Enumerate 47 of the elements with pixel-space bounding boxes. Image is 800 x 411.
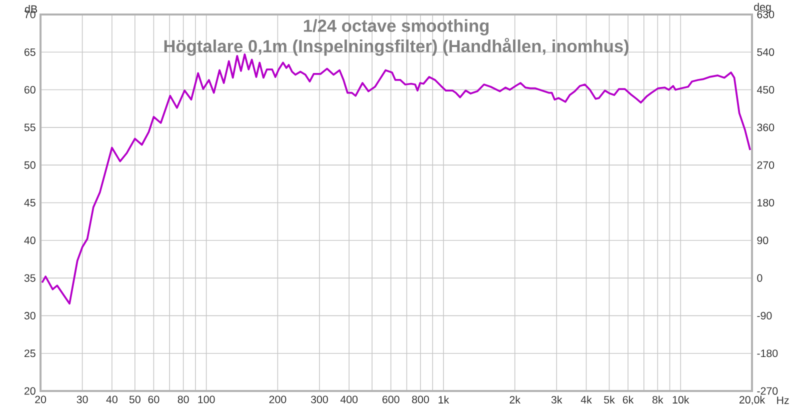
x-tick-label: 50 [129,396,140,404]
y2-tick-label: -270 [757,387,778,395]
x-tick-label: 20 [35,396,46,404]
x-axis-title: Hz [777,396,789,404]
x-tick-label: 10k [672,396,690,404]
x-tick-label: 4k [580,396,592,404]
y-axis-title: dB [24,5,38,13]
x-tick-label: 2k [510,396,520,404]
y2-tick-label: 450 [756,86,774,94]
y2-tick-label: 360 [757,124,774,132]
y2-tick-label: 540 [757,48,774,56]
y2-tick-label: 180 [758,198,774,207]
x-tick-label: 600 [382,396,400,404]
x-tick-label: 8k [652,396,664,404]
y-tick-label: 55 [24,124,36,132]
y2-tick-label: 0 [757,274,762,282]
y-tick-label: 50 [24,161,36,169]
y2-tick-label: -180 [757,350,778,358]
x-tick-label: 20,0k [740,396,766,405]
x-tick-label: 200 [269,396,286,404]
x-tick-label: 400 [340,396,358,404]
y2-tick-label: -90 [757,312,772,320]
x-tick-label: 300 [310,396,328,404]
y-tick-label: 45 [24,199,36,206]
y-tick-label: 40 [24,236,36,244]
y-tick-label: 65 [24,48,36,56]
text: Högtalare 0,1m (Inspelningsfilter) (Handhållen, inomhus) [164,38,628,56]
y2-tick-label: 270 [757,161,774,169]
x-tick-label: 3k [551,396,562,404]
y-tick-label: 60 [24,86,36,94]
x-tick-label: 6k [622,396,634,404]
chart-title: 1/24 octave smoothing [304,19,489,36]
y-tick-label: 20 [24,387,36,395]
x-tick-label: 5k [604,396,615,404]
x-tick-label: 800 [412,396,429,404]
x-tick-label: 1k [438,396,450,404]
x-tick-label: 30 [76,396,88,404]
y2-tick-label: 630 [757,10,774,18]
y2-tick-label: 90 [757,236,768,244]
y-tick-label: 30 [24,312,36,320]
x-tick-label: 100 [198,396,215,404]
y-tick-label: 25 [24,350,36,358]
y-tick-label: 35 [24,274,36,282]
x-tick-label: 80 [178,396,189,404]
x-tick-label: 40 [106,396,118,404]
y2-axis-title: deg [754,2,771,13]
x-tick-label: 60 [148,396,160,404]
